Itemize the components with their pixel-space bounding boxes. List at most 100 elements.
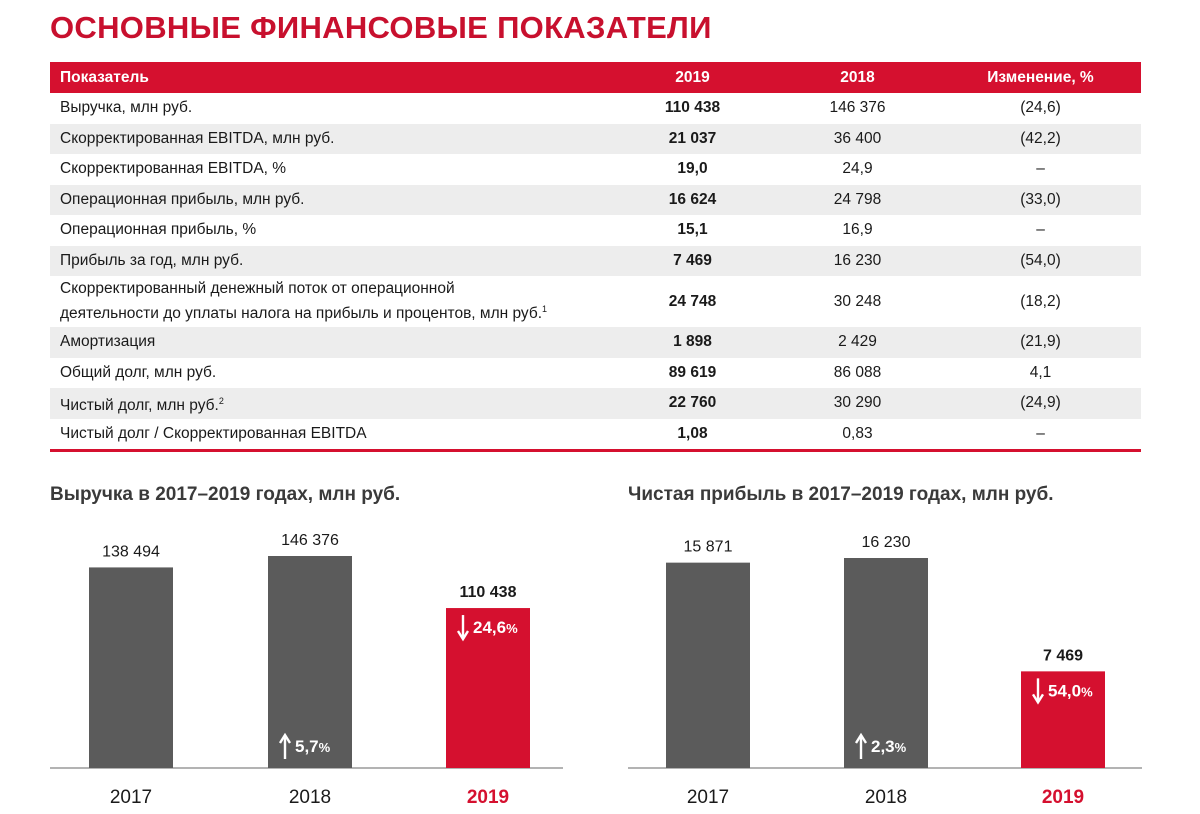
bar-2019 [1021, 671, 1105, 768]
value-label-2019: 110 438 [460, 584, 517, 601]
header-change: Изменение, % [940, 62, 1141, 93]
table-header-row: Показатель 2019 2018 Изменение, % [50, 62, 1141, 93]
header-2019: 2019 [610, 62, 775, 93]
value-2019: 21 037 [610, 123, 775, 154]
table-row: Операционная прибыль, млн руб. 16 624 24… [50, 184, 1141, 215]
arrow-down-icon [456, 615, 470, 642]
row-label: Чистый долг / Скорректированная EBITDA [50, 418, 610, 452]
value-2019: 110 438 [664, 99, 721, 117]
footnote-marker: 1 [542, 303, 548, 314]
year-label-2019: 2019 [467, 787, 509, 808]
bar-2018 [268, 556, 352, 768]
financial-table: Показатель 2019 2018 Изменение, % Выручк… [50, 62, 1141, 452]
year-label-2019: 2019 [1042, 787, 1084, 808]
row-label: Скорректированная EBITDA, % [60, 160, 287, 178]
value-2018: 86 088 [833, 363, 882, 381]
value-label-2019: 7 469 [1043, 647, 1083, 664]
row-label: Чистый долг, млн руб.2 [50, 388, 610, 419]
row-label: Операционная прибыль, млн руб. [50, 184, 610, 215]
change-unit: % [1081, 684, 1093, 699]
profit-bar-chart: 15 871 2017 16 230 2018 2,3% 7 469 2019 54,0% [628, 534, 1142, 808]
value-label-2018: 16 230 [862, 534, 911, 551]
value-2018: 2 429 [775, 327, 940, 358]
change-label-2019: 54,0% [1048, 681, 1093, 700]
row-label-line2: деятельности до уплаты налога на прибыль… [60, 305, 543, 323]
row-label-line1: Скорректированный денежный поток от опер… [60, 279, 455, 297]
value-2018: 24,9 [842, 160, 873, 178]
value-2018: 24 798 [775, 184, 940, 215]
change-unit: % [506, 621, 518, 636]
value-label-2017: 15 871 [684, 539, 733, 556]
change-unit: % [319, 740, 331, 755]
value-2018: 0,83 [775, 418, 940, 452]
row-label: Общий долг, млн руб. [60, 363, 217, 381]
value-2019: 7 469 [610, 245, 775, 276]
value-2018: 30 290 [775, 388, 940, 419]
row-label: Амортизация [50, 327, 610, 358]
profit-chart-title: Чистая прибыль в 2017–2019 годах, млн ру… [628, 484, 1054, 505]
change-label-2019: 24,6% [473, 618, 518, 637]
year-label-2018: 2018 [865, 787, 907, 808]
value-2019: 16 624 [610, 184, 775, 215]
value-2018: 36 400 [775, 123, 940, 154]
row-label: Прибыль за год, млн руб. [50, 245, 610, 276]
revenue-bar-chart: 138 494 2017 146 376 2018 5,7% 110 438 2019 24,… [50, 532, 563, 808]
table-row: Общий долг, млн руб. 89 619 86 088 4,1 [50, 358, 1141, 389]
year-label-2017: 2017 [110, 787, 152, 808]
bar-2017 [666, 562, 750, 768]
arrow-up-icon [854, 732, 868, 759]
change-label-2018: 5,7% [295, 737, 331, 756]
header-2018: 2018 [775, 62, 940, 93]
table-row: Чистый долг / Скорректированная EBITDA 1… [50, 418, 1141, 452]
year-label-2018: 2018 [289, 787, 331, 808]
row-label: Скорректированный денежный поток от опер… [50, 276, 610, 327]
table-row: Скорректированный денежный поток от опер… [50, 276, 1141, 327]
row-label: Операционная прибыль, % [60, 221, 257, 239]
value-change: – [1036, 221, 1045, 239]
arrow-down-icon [1031, 678, 1045, 705]
arrow-head [1031, 693, 1045, 705]
change-unit: % [895, 740, 907, 755]
header-indicator: Показатель [50, 62, 610, 93]
value-2019: 1,08 [610, 418, 775, 452]
value-2018: 16,9 [842, 221, 873, 239]
value-2019: 15,1 [677, 221, 708, 239]
footnote-marker: 2 [218, 395, 224, 406]
value-change: – [940, 418, 1141, 452]
value-change: (21,9) [940, 327, 1141, 358]
page-title: ОСНОВНЫЕ ФИНАНСОВЫЕ ПОКАЗАТЕЛИ [50, 10, 712, 45]
arrow-head [456, 630, 470, 642]
arrow-up-icon [278, 732, 292, 759]
table-row: Выручка, млн руб. 110 438 146 376 (24,6) [50, 93, 1141, 124]
value-change: (54,0) [940, 245, 1141, 276]
row-label: Выручка, млн руб. [60, 99, 193, 117]
value-2019: 1 898 [610, 327, 775, 358]
value-2019: 22 760 [610, 388, 775, 419]
value-change: 4,1 [1029, 363, 1052, 381]
value-change: (33,0) [940, 184, 1141, 215]
year-label-2017: 2017 [687, 787, 729, 808]
change-label-2018: 2,3% [871, 737, 907, 756]
table-row: Чистый долг, млн руб.2 22 760 30 290 (24… [50, 388, 1141, 419]
value-2018: 146 376 [829, 99, 886, 117]
arrow-head [854, 732, 868, 744]
value-change: – [1036, 160, 1045, 178]
row-label: Скорректированная EBITDA, млн руб. [50, 123, 610, 154]
bar-2017 [89, 567, 173, 768]
value-change: (24,9) [940, 388, 1141, 419]
row-label-text: Чистый долг, млн руб. [60, 396, 219, 414]
value-change: (42,2) [940, 123, 1141, 154]
revenue-chart-title: Выручка в 2017–2019 годах, млн руб. [50, 484, 401, 505]
value-change: (18,2) [1020, 292, 1061, 310]
value-label-2017: 138 494 [102, 543, 160, 560]
table-row: Амортизация 1 898 2 429 (21,9) [50, 327, 1141, 358]
value-2018: 30 248 [833, 292, 882, 310]
value-label-2018: 146 376 [281, 532, 339, 549]
arrow-head [278, 732, 292, 744]
value-2018: 16 230 [775, 245, 940, 276]
value-2019: 24 748 [668, 292, 717, 310]
table-row: Скорректированная EBITDA, % 19,0 24,9 – [50, 154, 1141, 185]
bar-2018 [844, 558, 928, 768]
table-row: Прибыль за год, млн руб. 7 469 16 230 (5… [50, 245, 1141, 276]
table-row: Скорректированная EBITDA, млн руб. 21 03… [50, 123, 1141, 154]
